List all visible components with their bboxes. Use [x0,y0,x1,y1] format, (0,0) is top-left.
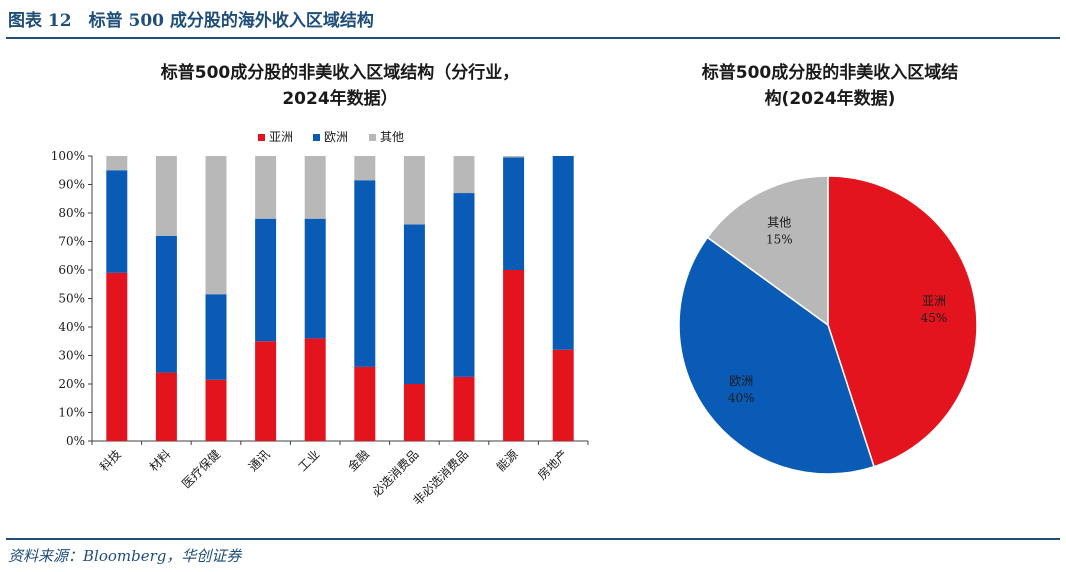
bar-segment-欧洲 [403,224,425,384]
pie-chart-title-line-1: 标普500成分股的非美收入区域结 [701,63,959,83]
pie-chart-title-line-2: 构(2024年数据) [764,89,896,109]
legend-swatch [369,134,376,141]
bar-segment-其他 [304,156,326,219]
bar-segment-亚洲 [205,379,227,441]
pie-label-value: 45% [921,311,948,325]
legend-label: 其他 [380,130,404,144]
pie-chart-title: 标普500成分股的非美收入区域结 构(2024年数据) [650,60,1010,112]
bar-segment-其他 [205,156,227,295]
pie-label-name: 欧洲 [729,374,753,388]
bar-segment-亚洲 [453,376,475,441]
y-tick-label: 50% [58,292,85,306]
bar-segment-亚洲 [403,384,425,441]
bar-segment-其他 [453,156,475,194]
bar-segment-欧洲 [155,235,177,373]
bar-segment-亚洲 [354,366,376,441]
bar-segment-欧洲 [354,180,376,367]
bar-segment-亚洲 [255,341,277,441]
bar-segment-欧洲 [205,294,227,380]
bar-segment-欧洲 [304,218,326,339]
bar-segment-欧洲 [453,193,475,377]
y-tick-label: 60% [58,263,85,277]
top-divider [6,37,1060,39]
bar-segment-亚洲 [503,270,525,441]
pie-slice-亚洲 [827,175,978,468]
y-tick-label: 0% [66,434,85,448]
bar-segment-其他 [403,156,425,225]
y-tick-label: 80% [58,206,85,220]
legend-swatch [258,134,265,141]
bar-chart-title-line-1: 标普500成分股的非美收入区域结构（分行业， [160,63,520,83]
y-tick-label: 40% [58,320,85,334]
bar-segment-欧洲 [552,156,574,350]
pie-label-value: 40% [728,391,755,405]
legend-label: 欧洲 [324,130,348,144]
y-tick-label: 30% [58,349,85,363]
y-tick-label: 70% [58,235,85,249]
bar-segment-欧洲 [106,170,128,273]
bar-segment-欧洲 [255,218,277,342]
bar-segment-其他 [155,156,177,236]
y-tick-label: 90% [58,178,85,192]
bar-segment-其他 [503,156,525,158]
pie-label-value: 15% [766,232,793,246]
bar-segment-其他 [106,156,128,171]
y-tick-label: 20% [58,377,85,391]
bar-segment-其他 [354,156,376,181]
pie-label-name: 其他 [767,215,791,229]
figure-title: 图表 12 标普 500 成分股的海外收入区域结构 [8,11,374,31]
bar-segment-亚洲 [106,272,128,441]
pie-slice-欧洲 [678,236,875,475]
bar-segment-亚洲 [155,372,177,441]
pie-label-name: 亚洲 [922,294,946,308]
bar-segment-其他 [255,156,277,219]
legend-label: 亚洲 [269,130,293,144]
pie-slice-其他 [706,175,829,327]
bottom-divider [6,538,1060,540]
source-note: 资料来源：Bloomberg，华创证券 [8,547,242,565]
bar-segment-欧洲 [503,157,525,270]
bar-segment-亚洲 [304,338,326,441]
legend-swatch [313,134,320,141]
bar-chart-title: 标普500成分股的非美收入区域结构（分行业， 2024年数据） [120,60,560,112]
y-tick-label: 10% [58,406,85,420]
bar-segment-亚洲 [552,349,574,441]
y-tick-label: 100% [51,149,85,163]
bar-chart-title-line-2: 2024年数据） [282,89,398,109]
